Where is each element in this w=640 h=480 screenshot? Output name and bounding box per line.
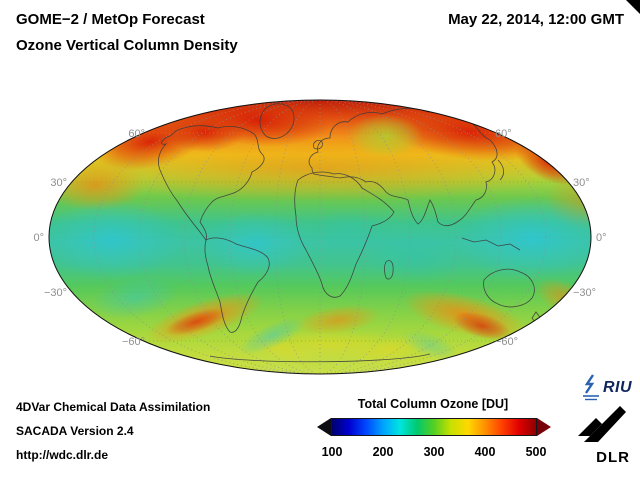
page-subtitle: Ozone Vertical Column Density (16, 37, 238, 54)
lat-label: −60° (495, 336, 518, 348)
riu-logo: RIU (581, 374, 632, 402)
lat-label: 60° (495, 128, 512, 140)
colorbar-tick: 300 (423, 445, 445, 459)
credit-line-version: SACADA Version 2.4 (16, 424, 134, 438)
lat-label: −30° (44, 287, 67, 299)
coast-japan (497, 159, 504, 181)
riu-logo-text: RIU (602, 379, 632, 396)
graticule (49, 100, 591, 374)
colorbar-tick: 200 (372, 445, 394, 459)
lat-label: 0° (596, 232, 607, 244)
coast-australia (483, 268, 535, 308)
coast-africa (294, 171, 395, 298)
colorbar (317, 418, 551, 436)
coast-madagascar (383, 260, 394, 280)
riu-antenna-icon (582, 374, 599, 401)
colorbar-tick: 400 (474, 445, 496, 459)
coast-north-america (158, 125, 265, 241)
dlr-wing-icon (578, 406, 626, 442)
colorbar-gradient (331, 418, 537, 436)
map-outline (48, 99, 592, 375)
page-title: GOME−2 / MetOp Forecast (16, 11, 205, 28)
latitude-labels: 60° 30° 0° −30° −60° 60° 30° 0° −30° −60… (33, 128, 606, 348)
lat-label: 30° (50, 177, 67, 189)
lat-label: 0° (33, 232, 44, 244)
lat-label: −30° (573, 287, 596, 299)
timestamp: May 22, 2014, 12:00 GMT (448, 11, 624, 28)
credit-line-url: http://wdc.dlr.de (16, 448, 108, 462)
coast-indonesia (461, 237, 521, 251)
coast-britain (313, 140, 323, 150)
colorbar-tick: 100 (321, 445, 343, 459)
lat-label: 60° (128, 128, 145, 140)
colorbar-underflow-arrow (317, 418, 331, 436)
colorbar-tick: 500 (525, 445, 547, 459)
coast-eurasia (308, 108, 498, 226)
colorbar-title: Total Column Ozone [DU] (357, 397, 509, 411)
coast-south-america (204, 237, 270, 333)
dlr-logo: DLR (576, 406, 630, 466)
lat-label: −60° (122, 336, 145, 348)
coastlines (158, 103, 543, 363)
coast-antarctica (209, 353, 431, 363)
dlr-logo-text: DLR (596, 449, 630, 466)
credit-line-assimilation: 4DVar Chemical Data Assimilation (16, 400, 211, 414)
corner-mark (626, 0, 640, 14)
colorbar-overflow-arrow (537, 418, 551, 436)
lat-label: 30° (573, 177, 590, 189)
coast-greenland (259, 103, 295, 139)
